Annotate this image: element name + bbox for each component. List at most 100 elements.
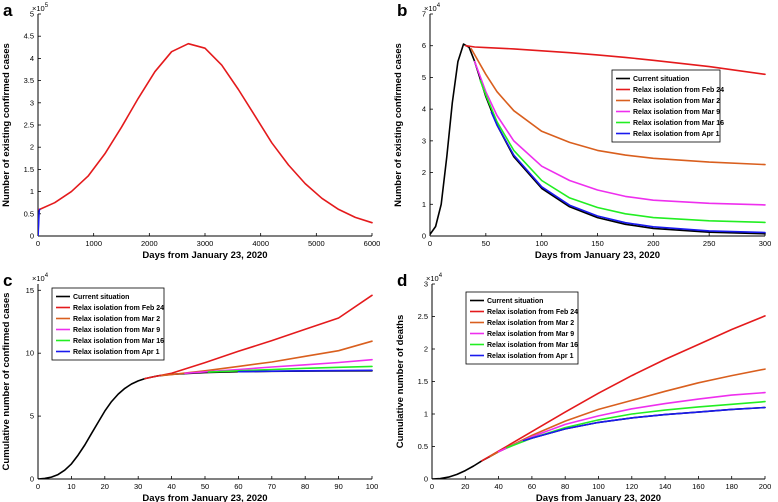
legend-label: Current situation bbox=[487, 298, 543, 305]
x-tick-label: 100 bbox=[535, 239, 548, 248]
y-tick-label: 2 bbox=[424, 345, 428, 354]
series-line-apr1 bbox=[38, 208, 41, 236]
y-tick-label: 2.5 bbox=[418, 312, 428, 321]
x-tick-label: 0 bbox=[36, 482, 40, 491]
legend-box bbox=[51, 287, 165, 361]
series-line-current bbox=[432, 406, 766, 479]
x-tick-label: 80 bbox=[561, 482, 569, 491]
series-line-apr1 bbox=[522, 406, 766, 442]
series-line-mar2 bbox=[470, 48, 766, 166]
y-axis-title: Number of existing confirmed cases bbox=[1, 43, 12, 207]
x-tick-label: 40 bbox=[167, 482, 175, 491]
legend-label: Relax isolation from Feb 24 bbox=[487, 309, 578, 316]
series-line-mar2 bbox=[489, 368, 766, 458]
y-tick-label: 15 bbox=[26, 286, 34, 295]
x-tick-label: 120 bbox=[626, 482, 639, 491]
series-line-apr1 bbox=[490, 111, 766, 234]
series-line-mar16 bbox=[207, 365, 373, 373]
y-tick-label: 0 bbox=[424, 475, 428, 484]
legend-label: Relax isolation from Apr 1 bbox=[633, 131, 720, 138]
x-tick-label: 150 bbox=[591, 239, 604, 248]
panel-a: a 0 1000 2000 3000 4000 5000 6000 0 0.5 1 1.5 2 2.5 3 3… bbox=[1, 1, 380, 261]
y-exponent: 4 bbox=[437, 3, 441, 9]
y-axis-title: Number of existing confirmed cases bbox=[393, 43, 404, 207]
y-exponent-label: ×105 bbox=[32, 3, 49, 13]
legend-label: Relax isolation from Feb 24 bbox=[73, 305, 164, 312]
y-tick-label: 3 bbox=[30, 98, 34, 107]
x-tick-label: 10 bbox=[67, 482, 75, 491]
y-tick-label: 5 bbox=[30, 412, 34, 421]
legend: Current situation Relax isolation from Fe… bbox=[51, 287, 165, 361]
panel-b: b 0 50 100 150 200 250 300 0 1 2 3 4 5 6 7×104 Days from… bbox=[393, 1, 771, 261]
x-tick-label: 3000 bbox=[197, 239, 214, 248]
panel-letter: a bbox=[3, 1, 13, 20]
y-exponent-label: ×104 bbox=[32, 273, 49, 283]
y-tick-label: 1 bbox=[422, 200, 426, 209]
y-tick-label: 7 bbox=[422, 10, 426, 19]
legend-box bbox=[611, 69, 721, 143]
series-line-mar16 bbox=[479, 79, 766, 224]
legend-label: Relax isolation from Mar 9 bbox=[487, 331, 574, 338]
y-tick-label: 3.5 bbox=[24, 76, 34, 85]
series-line-feb24 bbox=[38, 42, 373, 224]
series-line-feb24 bbox=[481, 315, 766, 462]
x-tick-label: 80 bbox=[301, 482, 309, 491]
series-line-feb24 bbox=[144, 294, 373, 380]
y-exponent-label: ×104 bbox=[424, 3, 441, 13]
y-tick-label: 5 bbox=[422, 73, 426, 82]
legend-label: Relax isolation from Mar 16 bbox=[633, 120, 724, 127]
y-tick-label: 10 bbox=[26, 349, 34, 358]
x-tick-label: 0 bbox=[430, 482, 434, 491]
legend-label: Current situation bbox=[73, 294, 129, 301]
x-tick-label: 4000 bbox=[252, 239, 269, 248]
y-tick-label: 0 bbox=[422, 232, 426, 241]
x-tick-label: 20 bbox=[101, 482, 109, 491]
y-tick-label: 2 bbox=[422, 168, 426, 177]
y-tick-label: 1 bbox=[30, 187, 34, 196]
legend-label: Relax isolation from Apr 1 bbox=[73, 349, 160, 356]
legend-label: Relax isolation from Mar 9 bbox=[633, 109, 720, 116]
series-line-mar9 bbox=[497, 391, 766, 453]
x-tick-label: 1000 bbox=[85, 239, 102, 248]
legend: Current situation Relax isolation from Fe… bbox=[465, 291, 579, 365]
series-group bbox=[430, 43, 766, 236]
x-tick-label: 100 bbox=[592, 482, 605, 491]
x-tick-label: 160 bbox=[692, 482, 705, 491]
series-line-feb24 bbox=[464, 44, 766, 76]
series-group bbox=[432, 315, 766, 479]
series-group bbox=[38, 294, 373, 479]
x-tick-label: 0 bbox=[36, 239, 40, 248]
legend-label: Relax isolation from Mar 2 bbox=[633, 98, 720, 105]
y-tick-label: 4 bbox=[30, 54, 34, 63]
series-group bbox=[38, 42, 373, 236]
y-tick-label: 1.5 bbox=[418, 377, 428, 386]
y-tick-label: 0.5 bbox=[418, 442, 428, 451]
y-exponent: 4 bbox=[439, 273, 443, 279]
legend-label: Relax isolation from Mar 16 bbox=[487, 342, 578, 349]
y-tick-label: 5 bbox=[30, 10, 34, 19]
x-tick-label: 6000 bbox=[364, 239, 381, 248]
x-tick-label: 90 bbox=[334, 482, 342, 491]
x-tick-label: 50 bbox=[201, 482, 209, 491]
x-tick-label: 200 bbox=[759, 482, 772, 491]
x-axis-title: Days from January 23, 2020 bbox=[142, 493, 267, 502]
y-tick-label: 2.5 bbox=[24, 121, 34, 130]
legend-label: Relax isolation from Apr 1 bbox=[487, 353, 574, 360]
y-tick-label: 0 bbox=[30, 475, 34, 484]
x-axis-title: Days from January 23, 2020 bbox=[536, 493, 661, 502]
x-tick-label: 2000 bbox=[141, 239, 158, 248]
x-tick-label: 180 bbox=[725, 482, 738, 491]
legend-label: Relax isolation from Mar 9 bbox=[73, 327, 160, 334]
x-tick-label: 20 bbox=[461, 482, 469, 491]
x-tick-label: 50 bbox=[482, 239, 490, 248]
panel-letter: b bbox=[397, 1, 407, 20]
y-tick-label: 4 bbox=[422, 105, 426, 114]
y-tick-label: 3 bbox=[422, 136, 426, 145]
y-tick-label: 0 bbox=[30, 232, 34, 241]
series-line-apr1 bbox=[237, 369, 373, 373]
x-tick-label: 70 bbox=[268, 482, 276, 491]
y-tick-label: 6 bbox=[422, 41, 426, 50]
y-axis-title: Cumulative number of deaths bbox=[395, 315, 406, 449]
series-line-mar2 bbox=[160, 340, 373, 377]
